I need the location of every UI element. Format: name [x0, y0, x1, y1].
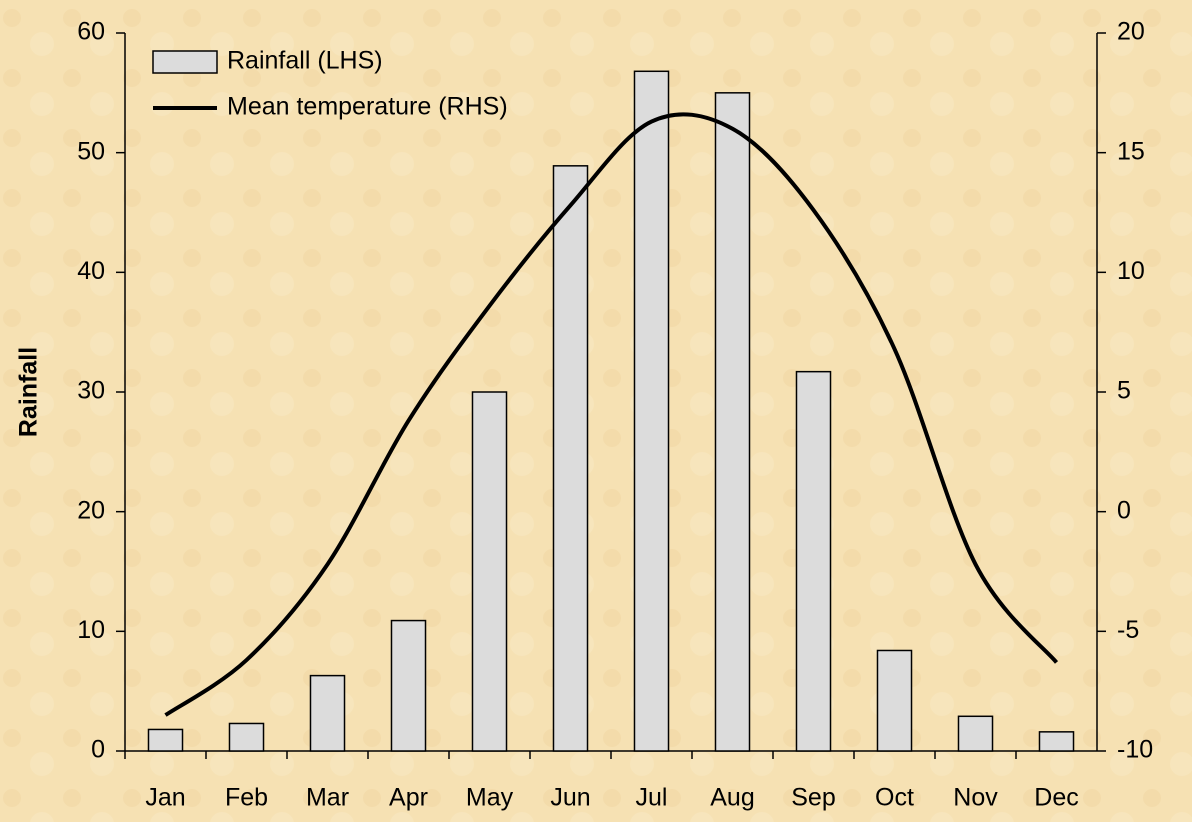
- y2-tick-label: 0: [1117, 496, 1131, 524]
- y-tick-label: 40: [77, 257, 105, 285]
- x-tick-label: Aug: [710, 784, 754, 812]
- x-tick-label: May: [466, 784, 514, 812]
- y-tick-label: 0: [91, 736, 105, 764]
- y2-tick-label: -5: [1117, 616, 1139, 644]
- y-tick-label: 10: [77, 616, 105, 644]
- bar: [633, 70, 670, 752]
- legend-label: Rainfall (LHS): [227, 47, 383, 75]
- x-tick-label: Feb: [225, 784, 268, 812]
- x-tick-label: Dec: [1034, 784, 1078, 812]
- x-tick-label: Jan: [145, 784, 185, 812]
- bar: [552, 165, 589, 752]
- y2-tick-label: -10: [1117, 736, 1153, 764]
- bar: [1038, 731, 1075, 752]
- y2-tick-label: 5: [1117, 377, 1131, 405]
- y-tick-label: 60: [77, 18, 105, 46]
- x-tick-label: Sep: [791, 784, 835, 812]
- bar: [309, 674, 346, 752]
- legend-swatch: [152, 50, 218, 74]
- bar: [714, 92, 751, 752]
- x-tick-label: Nov: [953, 784, 998, 812]
- y-tick-label: 20: [77, 496, 105, 524]
- line: [164, 112, 1059, 717]
- bar: [876, 649, 913, 752]
- x-tick-label: Jun: [550, 784, 590, 812]
- y-tick-label: 30: [77, 377, 105, 405]
- bar: [147, 728, 184, 752]
- x-tick-label: Apr: [389, 784, 428, 812]
- y2-tick-label: 20: [1117, 18, 1145, 46]
- x-tick-label: Oct: [875, 784, 914, 812]
- bar: [390, 619, 427, 752]
- x-tick-label: Mar: [306, 784, 349, 812]
- bar: [228, 722, 265, 752]
- y-axis-label: Rainfall: [15, 347, 43, 437]
- x-tick-label: Jul: [636, 784, 668, 812]
- y2-tick-label: 10: [1117, 257, 1145, 285]
- legend-label: Mean temperature (RHS): [227, 93, 508, 121]
- bar: [795, 370, 832, 752]
- y2-tick-label: 15: [1117, 137, 1145, 165]
- y-tick-label: 50: [77, 137, 105, 165]
- bar: [957, 715, 994, 752]
- bar: [471, 391, 508, 752]
